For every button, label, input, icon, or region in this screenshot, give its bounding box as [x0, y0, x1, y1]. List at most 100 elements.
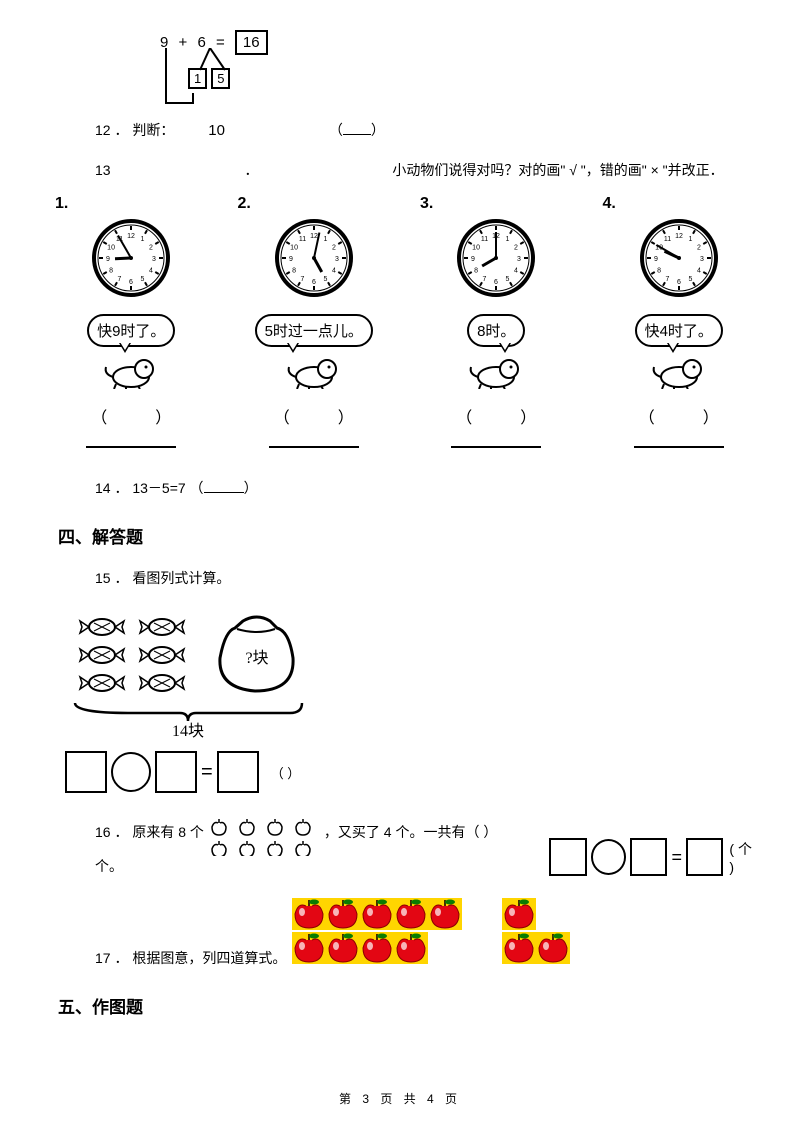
q16-equation-boxes: = ( 个 )	[549, 838, 760, 876]
svg-text:5: 5	[688, 276, 692, 283]
q14-label: 14 ． 13－5=7 （	[95, 480, 204, 496]
box-operand-1[interactable]	[65, 751, 107, 793]
svg-text:7: 7	[483, 276, 487, 283]
svg-text:5: 5	[323, 276, 327, 283]
svg-text:12: 12	[310, 233, 318, 240]
question-16: 16 ． 原来有 8 个，又买了 4 个。一共有（ ）个。 = ( 个 )	[40, 811, 760, 876]
svg-text:5: 5	[141, 276, 145, 283]
svg-text:2: 2	[514, 245, 518, 252]
svg-text:6: 6	[129, 279, 133, 286]
section-4-heading: 四、解答题	[58, 523, 760, 548]
q16-box-2[interactable]	[630, 838, 667, 876]
svg-text:4: 4	[697, 268, 701, 275]
svg-text:4: 4	[332, 268, 336, 275]
q13-text: 小动物们说得对吗？对的画" √ "，错的画" × "并改正．	[392, 162, 723, 178]
q16-paren: ( 个 )	[729, 839, 760, 875]
svg-text:11: 11	[664, 236, 671, 243]
svg-text:10: 10	[107, 245, 115, 252]
section-5-heading: 五、作图题	[58, 993, 760, 1018]
svg-text:6: 6	[494, 279, 498, 286]
q15-paren: （ ）	[271, 763, 301, 782]
q15-equation-boxes: = （ ）	[65, 751, 760, 793]
answer-paren[interactable]: （ ）	[50, 404, 213, 428]
svg-text:6: 6	[677, 279, 681, 286]
svg-text:2: 2	[697, 245, 701, 252]
speech-bubble: 8时。	[467, 314, 525, 347]
animal-icon	[233, 347, 396, 392]
clock-item: 4. 123456789101112 快4时了。 （ ）	[598, 195, 761, 448]
question-17: 17 ． 根据图意，列四道算式。	[95, 898, 760, 968]
clock-face-icon: 123456789101112	[415, 213, 578, 306]
svg-text:1: 1	[323, 236, 327, 243]
speech-bubble: 快9时了。	[87, 314, 175, 347]
svg-text:3: 3	[335, 256, 339, 263]
q16-prefix: 16 ． 原来有 8 个	[95, 824, 204, 840]
svg-text:4: 4	[149, 268, 153, 275]
apples-outline-icon	[204, 811, 324, 856]
answer-paren[interactable]: （ ）	[415, 404, 578, 428]
clock-item: 1. 123456789101112 快9时了。 （ ）	[50, 195, 213, 448]
svg-text:11: 11	[299, 236, 306, 243]
red-apples-groups	[292, 898, 582, 968]
q16-box-op[interactable]	[591, 839, 626, 875]
svg-text:3: 3	[517, 256, 521, 263]
answer-paren[interactable]: （ ）	[598, 404, 761, 428]
svg-text:11: 11	[481, 236, 488, 243]
box-operator[interactable]	[111, 752, 151, 792]
clock-face-icon: 123456789101112	[233, 213, 396, 306]
svg-text:9: 9	[471, 256, 475, 263]
brace-text: 14块	[172, 722, 204, 738]
svg-text:3: 3	[152, 256, 156, 263]
question-14: 14 ． 13－5=7 （）	[95, 478, 760, 498]
svg-text:7: 7	[300, 276, 304, 283]
svg-text:1: 1	[141, 236, 145, 243]
question-15-label: 15 ． 看图列式计算。	[95, 568, 760, 588]
bracket-icon	[163, 48, 213, 108]
svg-text:5: 5	[506, 276, 510, 283]
svg-text:7: 7	[118, 276, 122, 283]
svg-text:8: 8	[109, 268, 113, 275]
answer-underline[interactable]	[634, 446, 724, 448]
box-result[interactable]	[217, 751, 259, 793]
q17-label: 17 ． 根据图意，列四道算式。	[95, 948, 286, 968]
svg-text:9: 9	[654, 256, 658, 263]
clock-face-icon: 123456789101112	[598, 213, 761, 306]
clocks-row: 1. 123456789101112 快9时了。 （ ） 2. 12345678…	[50, 195, 760, 448]
svg-text:10: 10	[472, 245, 480, 252]
box-operand-2[interactable]	[155, 751, 197, 793]
svg-text:1: 1	[688, 236, 692, 243]
svg-text:7: 7	[665, 276, 669, 283]
svg-text:9: 9	[289, 256, 293, 263]
svg-text:12: 12	[675, 233, 683, 240]
speech-bubble: 快4时了。	[635, 314, 723, 347]
page-footer: 第 3 页 共 4 页	[0, 1090, 800, 1107]
clock-num: 3.	[420, 195, 578, 213]
split-b[interactable]: 5	[211, 68, 230, 89]
answer-underline[interactable]	[86, 446, 176, 448]
q16-box-3[interactable]	[686, 838, 723, 876]
svg-text:9: 9	[106, 256, 110, 263]
svg-text:12: 12	[127, 233, 135, 240]
q13-num: 13	[95, 162, 111, 178]
clock-item: 2. 123456789101112 5时过一点儿。 （ ）	[233, 195, 396, 448]
q12-number-10: 10	[208, 122, 225, 139]
speech-bubble: 5时过一点儿。	[255, 314, 373, 347]
answer-underline[interactable]	[269, 446, 359, 448]
answer-underline[interactable]	[451, 446, 541, 448]
candies-diagram: ?块 14块	[70, 608, 760, 741]
answer-paren[interactable]: （ ）	[233, 404, 396, 428]
q12-label: 12 ． 判断：	[95, 122, 174, 138]
svg-text:2: 2	[332, 245, 336, 252]
clock-item: 3. 123456789101112 8时。 （ ）	[415, 195, 578, 448]
q13-dot: ．	[244, 162, 258, 178]
clock-face-icon: 123456789101112	[50, 213, 213, 306]
clock-num: 1.	[55, 195, 213, 213]
animal-icon	[415, 347, 578, 392]
svg-text:10: 10	[290, 245, 298, 252]
clock-num: 2.	[238, 195, 396, 213]
q16-box-1[interactable]	[549, 838, 586, 876]
q12-paren[interactable]: （）	[329, 122, 385, 138]
q14-blank[interactable]	[204, 492, 244, 493]
apples-group-1	[292, 898, 472, 968]
animal-icon	[598, 347, 761, 392]
